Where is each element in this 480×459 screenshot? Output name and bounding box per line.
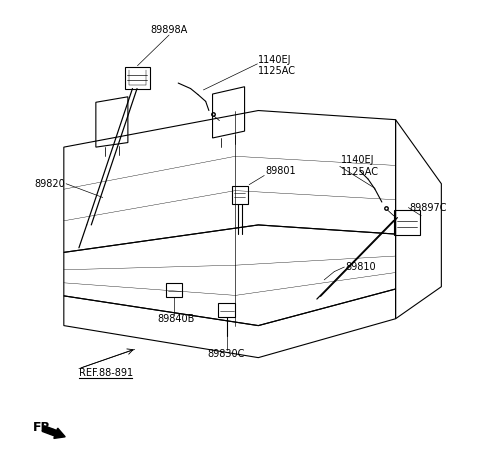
Text: FR.: FR.: [33, 421, 56, 434]
Text: 89820: 89820: [35, 179, 65, 189]
Text: 89897C: 89897C: [409, 202, 447, 213]
Text: 89898A: 89898A: [150, 25, 188, 35]
Text: 89810: 89810: [345, 262, 376, 272]
FancyArrow shape: [42, 426, 65, 438]
Text: 1140EJ: 1140EJ: [258, 55, 292, 65]
Text: REF.88-891: REF.88-891: [79, 368, 133, 378]
Text: 89830C: 89830C: [207, 349, 245, 359]
Text: 1125AC: 1125AC: [258, 66, 296, 76]
Text: 1140EJ: 1140EJ: [341, 156, 374, 165]
Text: 1125AC: 1125AC: [341, 167, 379, 177]
Text: 89801: 89801: [265, 166, 296, 175]
Text: 89840B: 89840B: [157, 314, 194, 324]
